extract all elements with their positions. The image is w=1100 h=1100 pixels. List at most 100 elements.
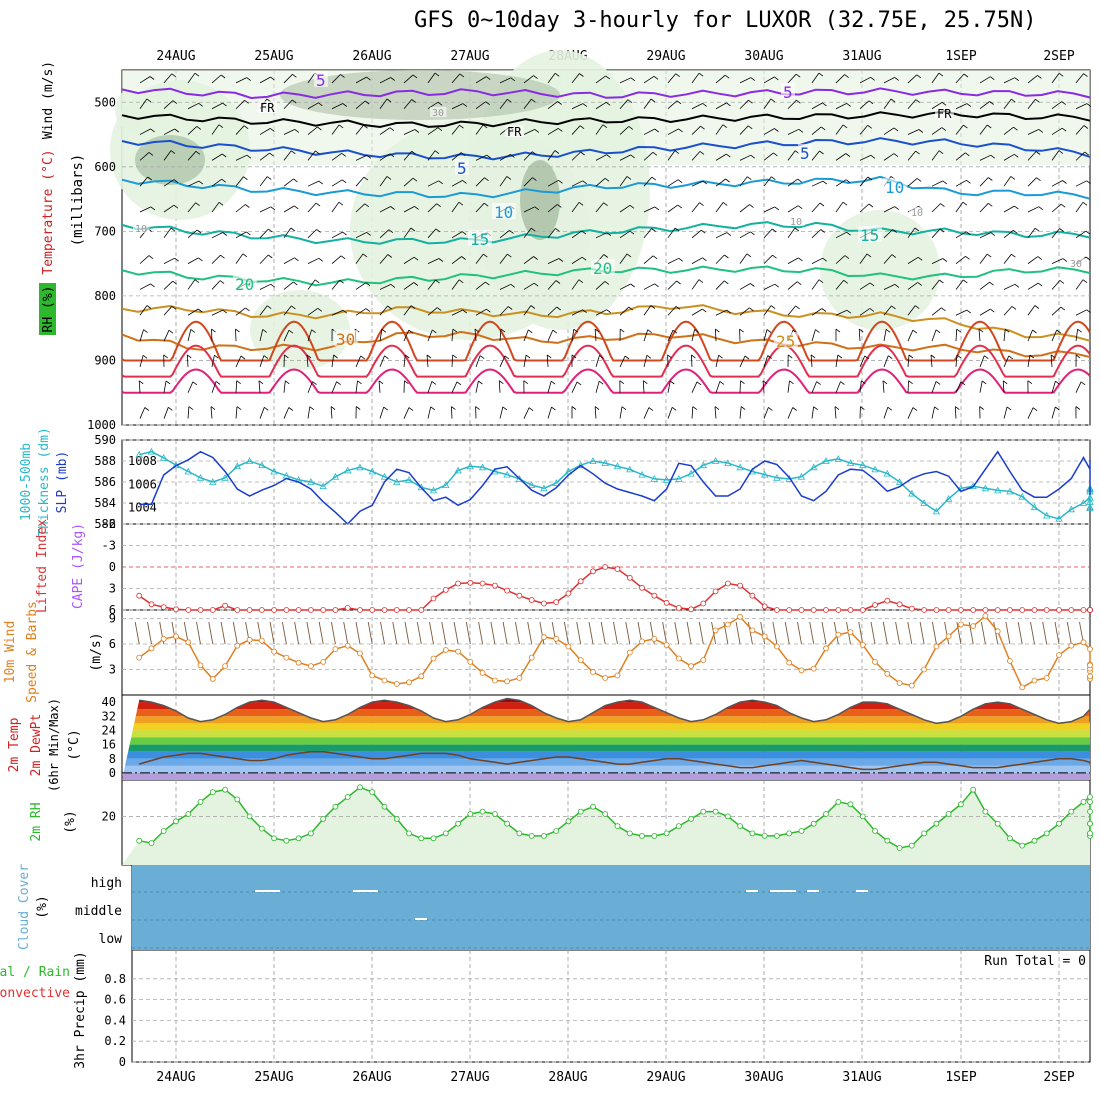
wind-barb-flag	[431, 381, 437, 385]
wind-barb	[475, 253, 484, 264]
wind-barb-flag	[410, 305, 416, 309]
wind-barb	[379, 355, 385, 368]
wind-barb-flag	[482, 124, 488, 129]
wind-barb	[1075, 279, 1084, 290]
wind-barb-flag	[1013, 126, 1018, 131]
wind-barb	[955, 103, 968, 110]
pressure-tick-label: 800	[94, 289, 116, 303]
wind-barb	[523, 227, 532, 239]
wind-barb-flag	[292, 73, 297, 78]
wind-barb	[811, 329, 816, 342]
wind-barb	[571, 279, 580, 290]
wind-barb-flag	[677, 179, 683, 184]
wind-barb-flag	[1086, 103, 1092, 107]
wind10-barb	[1005, 621, 1011, 645]
wind-barb	[787, 305, 796, 316]
wind-barb-flag	[1086, 180, 1091, 185]
wind-barb	[1003, 283, 1016, 290]
wind10-barb	[134, 621, 140, 645]
wind-barb	[1051, 127, 1063, 135]
wind10-point	[185, 639, 192, 646]
wind-barb	[355, 355, 362, 368]
wind-barb-flag	[912, 407, 918, 411]
wind-barb-flag	[626, 253, 632, 258]
wind10-point	[908, 682, 915, 689]
precip-tick-label: 0	[119, 1055, 126, 1069]
lifted-index-point	[651, 592, 658, 599]
wind-barb-flag	[869, 308, 875, 312]
wind-barb	[451, 152, 462, 161]
wind-barb-flag	[318, 102, 323, 107]
wind10-point	[246, 636, 253, 643]
wind-barb-flag	[798, 128, 804, 133]
wind-barb	[499, 99, 508, 109]
wind-barb	[283, 227, 292, 239]
rh2m-point	[749, 830, 756, 837]
wind-barb	[835, 201, 844, 213]
wind-barb-flag	[935, 381, 941, 385]
wind-barb-flag	[437, 127, 443, 132]
wind-barb	[211, 309, 223, 316]
wind-barb	[523, 407, 530, 419]
wind-barb	[787, 150, 796, 161]
wind-barb	[571, 151, 581, 161]
wind-barb-flag	[414, 129, 420, 133]
wind-barb	[1075, 309, 1087, 316]
lifted-index-point	[553, 599, 560, 605]
thickness-point	[822, 457, 830, 464]
wind-barb-flag	[774, 76, 779, 81]
wind-barb	[811, 150, 820, 161]
wind-barb-flag	[435, 279, 440, 284]
wind-barb-flag	[456, 381, 462, 386]
wind10-barb	[1042, 621, 1048, 645]
chart-title: GFS 0~10day 3-hourly for LUXOR (32.75E, …	[414, 8, 1037, 33]
wind-barb-flag	[894, 77, 899, 81]
wind10-point	[491, 677, 498, 684]
wind-barb-flag	[236, 406, 242, 410]
wind-barb-flag	[624, 355, 630, 360]
wind-barb	[859, 308, 871, 316]
wind-barb	[1027, 256, 1039, 264]
wind-barb	[787, 178, 798, 187]
wind-barb-flag	[211, 328, 216, 333]
precip-tick-label: 0.8	[104, 972, 126, 986]
wind-barb-flag	[1032, 329, 1037, 334]
wind-barb	[1075, 103, 1088, 110]
wind-barb	[619, 99, 629, 109]
wind-barb	[427, 101, 439, 110]
wind-barb-flag	[917, 256, 923, 261]
thickness-point	[1043, 511, 1051, 519]
wind-barb-flag	[339, 279, 344, 284]
wind-barb	[210, 406, 213, 419]
cape-ylabel: CAPE (J/kg)	[71, 523, 86, 609]
wind-barb	[355, 176, 365, 187]
wind-barb	[451, 329, 454, 342]
wind-barb-flag	[365, 308, 371, 312]
wind10-barb	[392, 621, 398, 645]
wind-barb	[835, 74, 845, 84]
wind-barb-flag	[383, 406, 388, 411]
wind10-barb	[919, 621, 925, 645]
wind10-barb	[760, 621, 766, 645]
wind10-point	[786, 659, 793, 666]
lifted-index-point	[933, 607, 940, 613]
wind10-point	[810, 665, 817, 672]
wind10-barb	[563, 621, 569, 645]
wind-barb-flag	[604, 177, 610, 182]
wind-barb-flag	[960, 381, 966, 386]
rh2m-point	[197, 799, 204, 805]
wind-barb-flag	[747, 125, 753, 130]
rh2m-point	[528, 833, 535, 839]
wind-barb-flag	[1032, 407, 1038, 412]
lifted-index-point	[467, 579, 474, 586]
wind10-point	[1007, 658, 1013, 664]
thickness-point	[515, 475, 524, 482]
wind-barb	[762, 380, 765, 393]
wind-barb-flag	[726, 309, 732, 314]
wind10-barb	[1030, 621, 1035, 645]
thickness-point	[895, 478, 904, 485]
wind-barb	[331, 279, 340, 290]
contour-label-bg	[430, 107, 447, 117]
thickness-point	[687, 469, 695, 477]
lifted-index-point	[786, 607, 793, 613]
